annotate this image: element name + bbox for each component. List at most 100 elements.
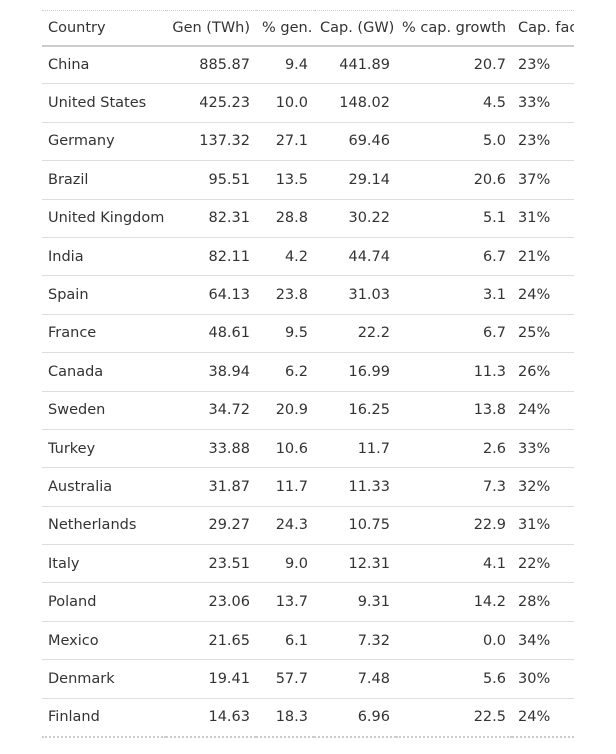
table-row: Sweden 34.72 20.9 16.25 13.8 24% [42, 391, 574, 430]
data-table: Country Gen (TWh) % gen. Cap. (GW) % cap… [42, 10, 574, 738]
cell-cap-growth: 5.0 [482, 133, 506, 150]
table-row: Finland 14.63 18.3 6.96 22.5 24% [42, 698, 574, 737]
cell-country: Spain [48, 287, 89, 304]
cell-cap-fac: 33% [518, 440, 551, 457]
cell-cap-fac: 37% [518, 171, 551, 188]
cell-cap-gw: 441.89 [339, 56, 390, 73]
cell-cap-fac: 24% [518, 402, 551, 419]
cell-cap-fac: 24% [518, 287, 551, 304]
cell-cap-growth: 3.1 [482, 287, 506, 304]
cell-country: India [48, 248, 84, 265]
table-header: Country Gen (TWh) % gen. Cap. (GW) % cap… [42, 10, 574, 46]
cell-pct-gen: 18.3 [275, 709, 308, 726]
cell-cap-fac: 30% [518, 670, 551, 687]
table-row: Italy 23.51 9.0 12.31 4.1 22% [42, 545, 574, 583]
cell-cap-gw: 10.75 [348, 517, 390, 534]
table-row: Netherlands 29.27 24.3 10.75 22.9 31% [42, 506, 574, 545]
cell-country: Sweden [48, 402, 106, 419]
cell-cap-growth: 6.7 [482, 248, 506, 265]
cell-cap-growth: 22.5 [473, 709, 506, 726]
table-row: Poland 23.06 13.7 9.31 14.2 28% [42, 583, 574, 622]
cell-cap-gw: 69.46 [348, 133, 390, 150]
cell-pct-gen: 6.1 [284, 632, 308, 649]
table-body: China 885.87 9.4 441.89 20.7 23% United States… [42, 46, 574, 737]
header-cap-growth: % cap. growth [402, 19, 507, 36]
cell-gen-twh: 82.31 [208, 210, 250, 227]
cell-cap-growth: 20.7 [473, 56, 506, 73]
table-row: Germany 137.32 27.1 69.46 5.0 23% [42, 122, 574, 161]
cell-cap-growth: 0.0 [482, 632, 506, 649]
cell-pct-gen: 9.4 [284, 56, 308, 73]
cell-pct-gen: 9.5 [284, 325, 308, 342]
cell-cap-gw: 44.74 [348, 248, 390, 265]
table-row: Mexico 21.65 6.1 7.32 0.0 34% [42, 621, 574, 660]
table-row: Spain 64.13 23.8 31.03 3.1 24% [42, 276, 574, 315]
cell-gen-twh: 34.72 [208, 402, 250, 419]
cell-gen-twh: 64.13 [208, 287, 250, 304]
cell-gen-twh: 425.23 [199, 95, 250, 112]
cell-cap-fac: 21% [518, 248, 551, 265]
cell-cap-gw: 7.48 [357, 670, 390, 687]
header-country: Country [48, 19, 106, 36]
cell-pct-gen: 10.0 [275, 95, 308, 112]
cell-country: Turkey [48, 440, 96, 457]
cell-gen-twh: 14.63 [208, 709, 250, 726]
cell-country: Italy [48, 555, 80, 572]
cell-country: France [48, 325, 97, 342]
cell-cap-growth: 11.3 [473, 363, 506, 380]
cell-country: Mexico [48, 632, 99, 649]
cell-cap-fac: 23% [518, 56, 551, 73]
table-row: France 48.61 9.5 22.2 6.7 25% [42, 314, 574, 353]
cell-cap-growth: 13.8 [473, 402, 506, 419]
cell-cap-gw: 29.14 [348, 171, 390, 188]
cell-country: Netherlands [48, 517, 137, 534]
cell-cap-gw: 11.33 [348, 478, 390, 495]
table-row: Brazil 95.51 13.5 29.14 20.6 37% [42, 161, 574, 200]
cell-gen-twh: 885.87 [199, 56, 250, 73]
cell-cap-gw: 16.25 [348, 402, 390, 419]
table-row: Australia 31.87 11.7 11.33 7.3 32% [42, 468, 574, 507]
cell-cap-growth: 20.6 [473, 171, 506, 188]
cell-country: Australia [48, 478, 113, 495]
table-row: Denmark 19.41 57.7 7.48 5.6 30% [42, 660, 574, 699]
cell-cap-gw: 6.96 [357, 709, 390, 726]
cell-cap-fac: 31% [518, 210, 551, 227]
header-cap-gw: Cap. (GW) [320, 19, 395, 36]
cell-gen-twh: 19.41 [208, 670, 250, 687]
table-row: United Kingdom 82.31 28.8 30.22 5.1 31% [42, 199, 574, 238]
cell-cap-fac: 26% [518, 363, 551, 380]
cell-gen-twh: 29.27 [208, 517, 250, 534]
header-gen-twh: Gen (TWh) [172, 19, 250, 36]
table-row: China 885.87 9.4 441.89 20.7 23% [42, 46, 574, 84]
header-row: Country Gen (TWh) % gen. Cap. (GW) % cap… [42, 10, 574, 46]
cell-cap-gw: 31.03 [348, 287, 390, 304]
cell-cap-growth: 5.1 [482, 210, 506, 227]
cell-pct-gen: 27.1 [275, 133, 308, 150]
table-row: Canada 38.94 6.2 16.99 11.3 26% [42, 353, 574, 392]
cell-cap-growth: 22.9 [473, 517, 506, 534]
cell-cap-growth: 6.7 [482, 325, 506, 342]
cell-cap-gw: 7.32 [357, 632, 390, 649]
cell-cap-gw: 9.31 [357, 594, 390, 611]
cell-country: United States [48, 95, 147, 112]
table-row: Turkey 33.88 10.6 11.7 2.6 33% [42, 429, 574, 468]
cell-country: Finland [48, 709, 100, 726]
cell-cap-fac: 34% [518, 632, 551, 649]
cell-cap-gw: 11.7 [357, 440, 390, 457]
cell-pct-gen: 28.8 [275, 210, 308, 227]
cell-pct-gen: 13.5 [275, 171, 308, 188]
cell-country: Brazil [48, 171, 89, 188]
cell-cap-fac: 25% [518, 325, 551, 342]
cell-gen-twh: 82.11 [208, 248, 250, 265]
cell-cap-fac: 24% [518, 709, 551, 726]
table-row: India 82.11 4.2 44.74 6.7 21% [42, 237, 574, 276]
cell-cap-gw: 148.02 [339, 95, 390, 112]
cell-cap-fac: 33% [518, 95, 551, 112]
cell-gen-twh: 95.51 [208, 171, 250, 188]
cell-cap-gw: 22.2 [357, 325, 390, 342]
table-row: United States 425.23 10.0 148.02 4.5 33% [42, 84, 574, 123]
cell-country: Poland [48, 594, 97, 611]
cell-country: Germany [48, 133, 115, 150]
cell-pct-gen: 9.0 [284, 555, 308, 572]
cell-cap-fac: 22% [518, 555, 551, 572]
